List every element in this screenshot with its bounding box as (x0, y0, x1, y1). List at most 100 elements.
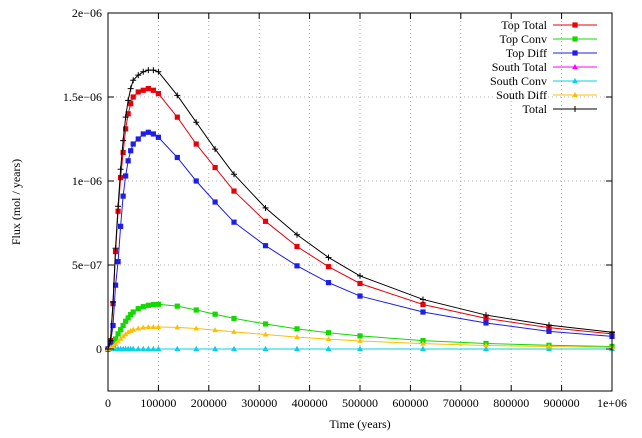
data-point-south-conv (325, 346, 332, 351)
data-point-top-total (130, 94, 136, 100)
data-point-south-diff (155, 323, 162, 329)
y-axis-label: Flux (mol / years) (9, 159, 23, 245)
data-point-top-conv (112, 336, 119, 342)
data-point-top-diff (110, 322, 116, 329)
data-point-south-diff (110, 343, 116, 349)
data-point-top-conv (123, 318, 129, 324)
data-point-south-conv (294, 346, 300, 351)
legend-marker-top-conv (572, 36, 578, 42)
data-point-top-diff (483, 320, 489, 326)
data-point-south-conv (420, 346, 426, 351)
data-point-south-diff (193, 325, 199, 331)
data-point-top-total (123, 126, 129, 132)
data-point-total (110, 298, 117, 305)
data-point-top-total (420, 301, 426, 308)
legend-marker-south-total (572, 64, 578, 69)
data-point-total (325, 254, 332, 261)
data-point-total (127, 85, 134, 92)
data-point-top-diff (212, 199, 218, 205)
data-point-top-total (294, 243, 300, 250)
data-point-top-conv (174, 303, 180, 309)
data-point-south-diff (174, 324, 181, 330)
data-point-south-conv (546, 346, 552, 351)
data-point-top-diff (145, 129, 151, 135)
data-point-top-diff (174, 154, 180, 161)
data-point-total (294, 231, 300, 238)
x-tick-label: 1e+06 (597, 396, 627, 410)
x-tick-label: 400000 (292, 396, 328, 410)
data-point-top-diff (118, 223, 124, 229)
data-point-top-total (325, 264, 332, 270)
data-point-top-conv (193, 307, 199, 313)
data-point-south-conv (212, 346, 218, 351)
data-point-top-conv (357, 333, 363, 339)
data-point-south-diff (150, 323, 157, 329)
legend-label-south-conv: South Conv (490, 74, 547, 88)
data-point-south-diff (112, 340, 119, 346)
x-tick-label: 600000 (392, 396, 428, 410)
data-point-top-diff (357, 293, 363, 299)
series-south-diff (105, 323, 615, 351)
data-point-total (122, 114, 129, 121)
data-point-total (115, 203, 122, 210)
data-point-south-diff (135, 325, 142, 331)
data-point-south-conv (357, 346, 363, 351)
data-point-top-diff (128, 148, 134, 154)
data-point-total (483, 312, 489, 319)
data-point-south-diff (546, 343, 552, 349)
data-point-top-total (135, 89, 141, 95)
data-point-top-total (150, 87, 156, 93)
data-point-top-diff (420, 309, 426, 315)
x-tick-label: 500000 (342, 396, 378, 410)
data-point-south-diff (262, 331, 269, 337)
data-point-south-diff (130, 326, 136, 332)
x-tick-label: 200000 (191, 396, 227, 410)
data-point-top-conv (231, 315, 237, 322)
data-point-total (420, 296, 426, 303)
data-point-top-conv (115, 331, 121, 337)
data-point-south-conv (150, 346, 157, 351)
data-point-total (174, 92, 181, 99)
data-point-top-total (193, 141, 199, 147)
data-point-top-diff (112, 282, 119, 288)
data-point-south-conv (130, 346, 136, 351)
data-point-south-conv (135, 346, 142, 351)
data-point-total (117, 166, 124, 173)
data-point-south-conv (174, 346, 181, 351)
data-point-south-diff (357, 337, 363, 343)
legend-label-top-conv: Top Conv (500, 32, 548, 46)
x-tick-label: 700000 (443, 396, 479, 410)
data-point-top-conv (155, 301, 161, 307)
axis-ticks: 0 100000 200000 300000 400000 500000 600000 700… (63, 6, 627, 410)
data-point-south-diff (117, 335, 124, 341)
data-point-top-diff (140, 131, 146, 137)
data-point-total (145, 67, 152, 74)
data-point-top-conv (294, 326, 300, 332)
data-point-south-conv (231, 346, 237, 351)
data-point-top-total (174, 114, 180, 120)
data-point-top-diff (115, 259, 121, 265)
data-point-top-diff (294, 263, 300, 269)
data-point-total (150, 67, 157, 74)
data-point-top-conv (120, 322, 126, 329)
series-line-top-diff (107, 131, 613, 350)
data-point-total (193, 119, 200, 126)
data-point-top-total (128, 101, 134, 107)
legend-marker-south-diff (572, 92, 578, 97)
data-point-south-diff (231, 328, 237, 334)
data-point-total (112, 245, 119, 252)
data-point-top-conv (212, 311, 218, 317)
x-tick-label: 900000 (544, 396, 580, 410)
data-point-top-diff (262, 243, 269, 249)
x-tick-label: 0 (105, 396, 111, 410)
x-axis-label: Time (years) (329, 417, 390, 431)
data-point-south-conv (262, 346, 269, 351)
series-south-conv (105, 346, 615, 351)
data-point-top-diff (150, 131, 156, 137)
data-point-total (357, 272, 363, 279)
data-point-south-diff (115, 338, 121, 344)
x-tick-label: 800000 (493, 396, 529, 410)
data-point-top-diff (193, 178, 199, 184)
x-tick-label: 300000 (241, 396, 277, 410)
